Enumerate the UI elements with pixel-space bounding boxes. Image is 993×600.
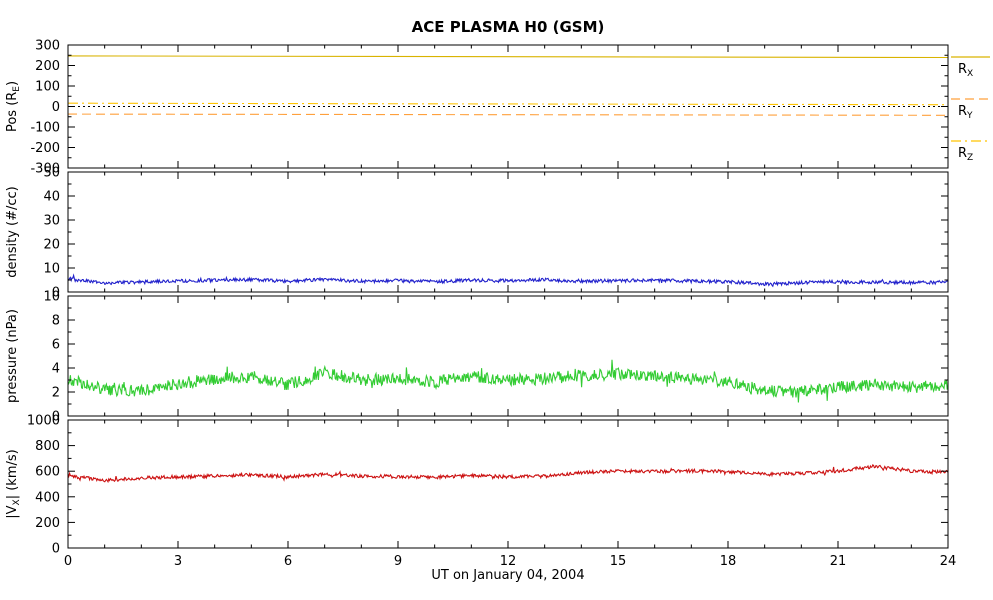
series-density-line [68, 273, 948, 288]
y-tick-label: 0 [52, 542, 60, 557]
y-tick-label: 10 [43, 290, 60, 305]
y-tick-label: -300 [30, 162, 60, 177]
x-axis-label: UT on January 04, 2004 [431, 568, 585, 583]
y-tick-label: 600 [35, 465, 60, 480]
x-tick-label: 9 [394, 554, 402, 569]
legend: RX RY RZ [951, 56, 990, 163]
series-r-x-line [68, 55, 948, 59]
x-tick-label: 21 [830, 554, 847, 569]
y-tick-label: 300 [35, 39, 60, 54]
y-axis-label: pressure (nPa) [5, 309, 20, 403]
y-tick-label: 20 [43, 238, 60, 253]
y-tick-label: -200 [30, 141, 60, 156]
legend-label-r-x: RX [958, 62, 973, 79]
y-tick-label: 40 [43, 190, 60, 205]
y-tick-label: 30 [43, 214, 60, 229]
y-tick-label: 10 [43, 262, 60, 277]
series-pressure-line [68, 359, 948, 403]
x-tick-label: 24 [940, 554, 957, 569]
x-tick-label: 3 [174, 554, 182, 569]
y-tick-label: 50 [43, 166, 60, 181]
x-tick-label: 18 [720, 554, 737, 569]
y-tick-label: -100 [30, 121, 60, 136]
panel-2-frame [67, 295, 949, 417]
x-tick-label: 15 [610, 554, 627, 569]
y-axis-label: density (#/cc) [5, 186, 20, 278]
panel-0: -300 -200 -100 0 100 200 300 Pos (RE) [5, 39, 949, 177]
y-tick-label: 2 [52, 386, 60, 401]
y-tick-label: 1000 [27, 414, 60, 429]
panel-2: 0 2 4 6 8 10 pressure (nPa) [5, 290, 949, 425]
x-tick-label: 0 [64, 554, 72, 569]
y-tick-label: 6 [52, 338, 60, 353]
y-tick-label: 0 [52, 286, 60, 301]
y-tick-label: 200 [35, 59, 60, 74]
x-tick-label: 12 [500, 554, 517, 569]
panel-1-frame [67, 171, 949, 293]
legend-label-r-z: RZ [958, 146, 973, 163]
y-tick-label: 800 [35, 439, 60, 454]
series-r-z-line [68, 102, 948, 106]
y-tick-label: 100 [35, 80, 60, 95]
legend-label-r-y: RY [958, 104, 973, 121]
chart-title: ACE PLASMA H0 (GSM) [411, 18, 605, 36]
series-vx-line [68, 464, 948, 484]
y-tick-label: 400 [35, 490, 60, 505]
y-axis-label: |VX| (km/s) [5, 449, 22, 518]
panel-3: 0 200 400 600 800 1000 0 3 6 9 12 15 18 21 24 |VX| (km/… [5, 414, 956, 570]
x-tick-label: 6 [284, 554, 292, 569]
series-r-y-line [68, 113, 948, 116]
y-tick-label: 200 [35, 516, 60, 531]
y-tick-label: 0 [52, 410, 60, 425]
y-tick-label: 0 [52, 100, 60, 115]
panel-1: 0 10 20 30 40 50 density (#/cc) [5, 166, 949, 301]
y-tick-label: 8 [52, 314, 60, 329]
panel-3-frame [67, 419, 949, 549]
y-tick-label: 4 [52, 362, 60, 377]
y-axis-label: Pos (RE) [5, 81, 22, 132]
